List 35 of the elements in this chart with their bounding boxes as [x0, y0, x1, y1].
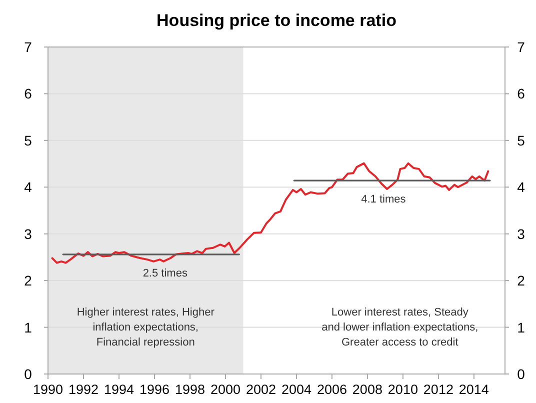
x-tick-label: 2000	[210, 382, 240, 397]
annotation: 4.1 times	[361, 194, 406, 206]
y-tick-label: 6	[24, 86, 32, 102]
band-label: Higher interest rates, Higher inflation expectations, Financial repression	[76, 306, 215, 349]
annotation: 2.5 times	[142, 267, 188, 280]
y2-tick-label: 2	[517, 272, 526, 289]
x-tick-label: 2014	[458, 382, 490, 397]
y-tick-label: 1	[24, 319, 32, 336]
x-tick-label: 1992	[68, 382, 99, 397]
y-tick-label: 5	[24, 132, 32, 148]
y-tick-label: 2	[24, 272, 32, 289]
y-tick-label: 7	[24, 39, 32, 55]
y-tick-label: 3	[24, 226, 32, 242]
y2-tick-label: 0	[517, 366, 526, 382]
y2-tick-label: 6	[517, 86, 526, 102]
y2-tick-label: 3	[517, 226, 526, 242]
chart-title: Housing price to income ratio	[156, 11, 396, 30]
x-tick-label: 1996	[139, 382, 170, 397]
x-tick-label: 2008	[352, 382, 382, 397]
x-tick-label: 2010	[388, 382, 418, 397]
y2-tick-label: 5	[517, 132, 526, 148]
x-tick-label: 2012	[423, 382, 454, 397]
y-tick-label: 0	[24, 366, 32, 382]
annotation: Lower interest rates, Steady and lower inflation expectations, Greater access to credit	[322, 306, 478, 349]
x-tick-label: 1994	[104, 382, 134, 397]
x-tick-label: 2006	[316, 382, 347, 397]
x-tick-label: 2002	[246, 382, 276, 397]
x-tick-label: 1998	[174, 382, 206, 397]
x-tick-label: 2004	[281, 382, 312, 397]
x-tick-label: 1990	[32, 382, 64, 397]
line-series	[51, 162, 490, 264]
y-tick-label: 4	[24, 179, 32, 196]
y2-tick-label: 4	[517, 179, 526, 196]
y2-tick-label: 7	[517, 39, 526, 55]
y2-tick-label: 1	[517, 319, 526, 336]
